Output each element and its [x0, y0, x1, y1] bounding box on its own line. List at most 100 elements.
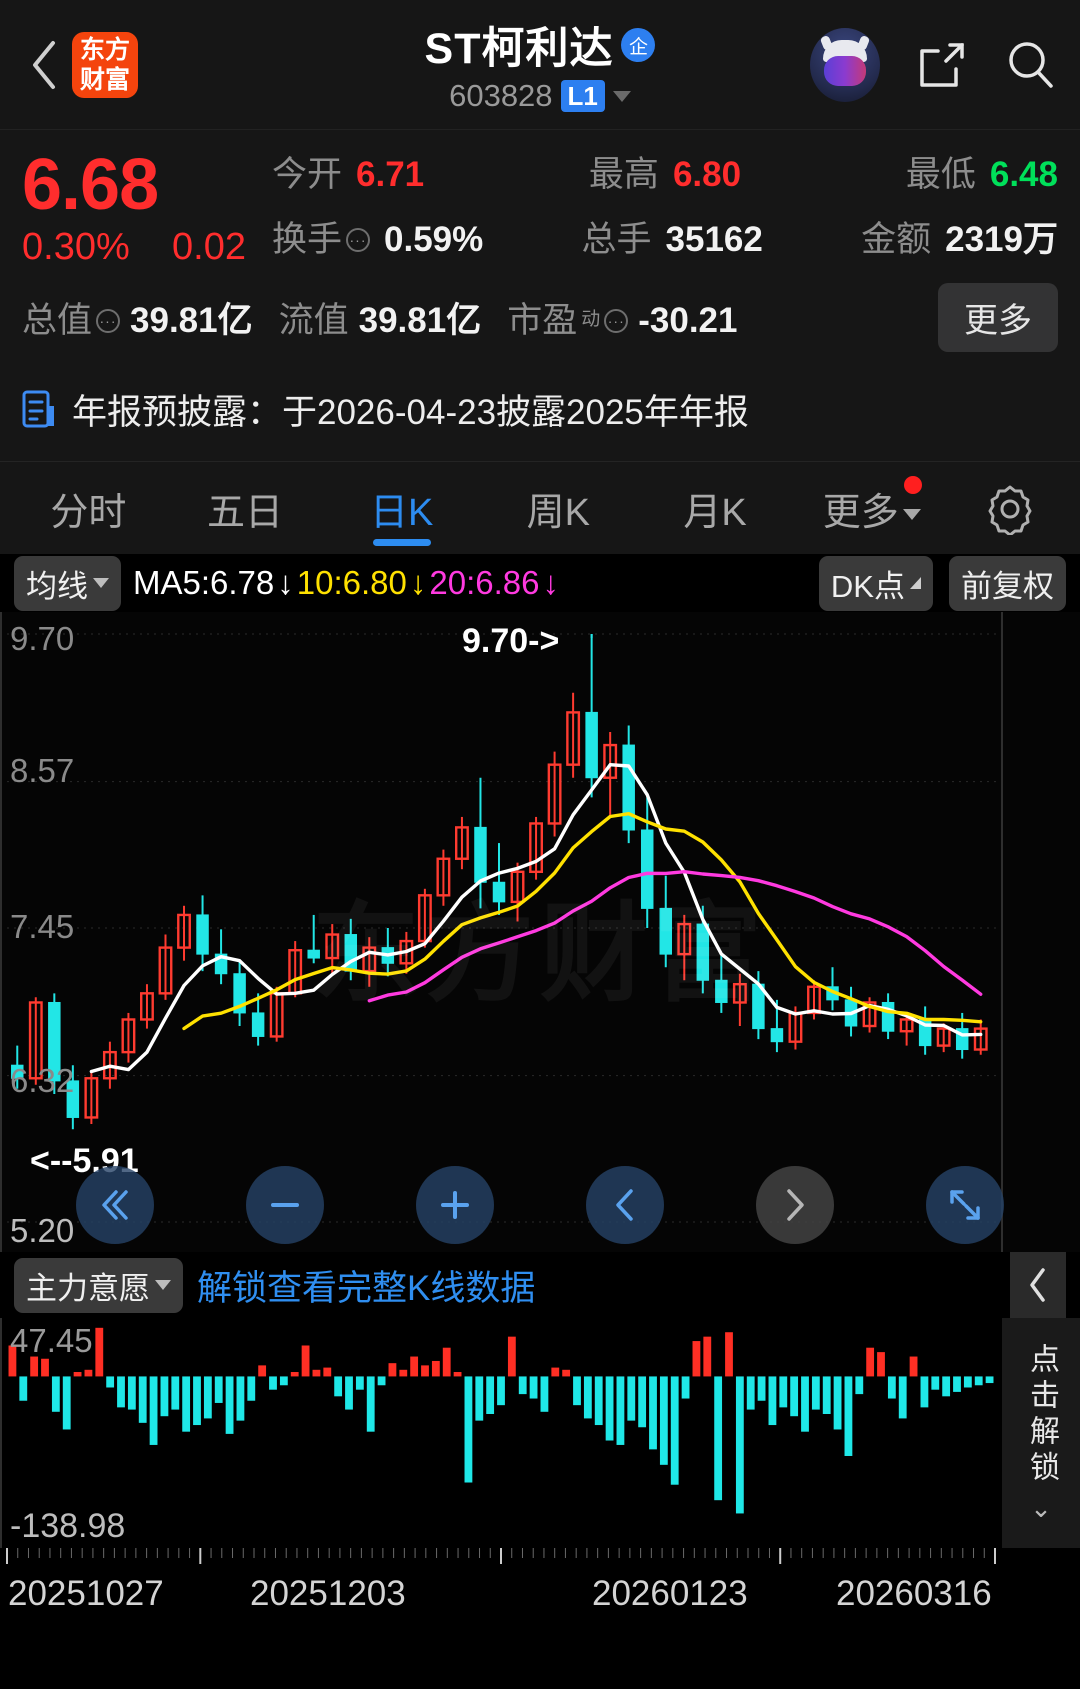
ma20-arrow-icon: ↓: [542, 564, 559, 601]
stat-open: 今开 6.71: [272, 146, 424, 197]
y-axis-tick-2: 7.45: [10, 908, 75, 945]
ai-assistant-avatar[interactable]: [810, 27, 880, 102]
stat-market-cap-value: 39.81亿: [130, 301, 253, 340]
brand-logo[interactable]: 东方 财富: [72, 31, 138, 98]
ma-values: MA5:6.78 ↓ 10:6.80 ↓ 20:6.86 ↓: [133, 564, 559, 602]
date-axis: 20251027 20251203 20260123 20260316: [0, 1548, 1080, 1640]
stat-pe-superscript: 动: [581, 309, 601, 330]
tab-five-day[interactable]: 五日: [167, 462, 324, 554]
tab-weekly-k-label: 周K: [526, 491, 591, 534]
volume-axis-max: 47.45: [10, 1322, 93, 1359]
zoom-out-button[interactable]: [246, 1166, 324, 1244]
stats-column: 今开 6.71 最高 6.80 最低 6.48 换手 ···: [272, 146, 1058, 262]
quote-secondary-row: 总值 ··· 39.81亿 流值 39.81亿 市盈动 ··· -30.21 更…: [0, 279, 1080, 366]
chart-settings-button[interactable]: [950, 481, 1070, 535]
company-badge[interactable]: 企: [621, 28, 656, 62]
chart-period-tabs: 分时 五日 日K 周K 月K 更多: [0, 462, 1080, 554]
tab-minute[interactable]: 分时: [10, 462, 167, 554]
stat-open-value: 6.71: [356, 155, 425, 194]
more-button[interactable]: 更多: [938, 283, 1058, 352]
date-label-2: 20260123: [592, 1574, 748, 1613]
document-report-icon: [22, 390, 54, 427]
stat-volume: 总手 35162: [582, 211, 763, 262]
volume-axis-min: -138.98: [10, 1507, 126, 1545]
zoom-in-button[interactable]: [416, 1166, 494, 1244]
candlestick-chart[interactable]: 东方财富 9.70 8.57 7.45 6.32 5.20 9.70-> <--…: [0, 612, 1080, 1252]
stat-turnover: 换手 ··· 0.59%: [272, 211, 483, 262]
tab-daily-k[interactable]: 日K: [323, 462, 480, 554]
period-high-annotation: 9.70->: [462, 622, 560, 660]
sub-indicator-selector[interactable]: 主力意愿: [14, 1257, 183, 1313]
chevron-down-icon: ⌄: [1030, 1492, 1052, 1523]
adjust-mode-label: 前复权: [961, 568, 1054, 604]
stat-pe-value: -30.21: [638, 301, 738, 340]
announcement-bar[interactable]: 年报预披露：于2026-04-23披露2025年年报: [0, 366, 1080, 462]
jump-to-start-button[interactable]: [76, 1166, 154, 1244]
quote-panel: 6.68 0.30% 0.02 今开 6.71 最高 6.80 最低 6.48: [0, 130, 1080, 279]
expand-diagonal-icon: [950, 1190, 980, 1220]
brand-logo-line2: 财富: [79, 64, 130, 94]
unlock-side-text: 点击解锁: [1025, 1342, 1058, 1487]
chevron-left-icon: [616, 1189, 633, 1221]
gear-icon: [988, 485, 1032, 535]
header-actions: [810, 27, 1058, 102]
stat-amount-label: 金额: [861, 220, 932, 259]
tab-more[interactable]: 更多: [793, 462, 950, 554]
date-label-1: 20251203: [250, 1574, 406, 1613]
fullscreen-button[interactable]: [926, 1166, 1004, 1244]
tab-minute-label: 分时: [50, 491, 127, 534]
double-chevron-left-icon: [102, 1190, 128, 1220]
stat-float-cap-value: 39.81亿: [358, 301, 482, 340]
tab-monthly-k-label: 月K: [683, 491, 747, 534]
stat-market-cap: 总值 ··· 39.81亿: [22, 292, 253, 343]
unlock-side-button[interactable]: 点击解锁 ⌄: [1002, 1318, 1080, 1548]
scroll-left-button[interactable]: [586, 1166, 664, 1244]
ma-indicator-bar: 均线 MA5:6.78 ↓ 10:6.80 ↓ 20:6.86 ↓ DK点 前复…: [0, 554, 1080, 612]
stat-open-label: 今开: [272, 155, 343, 194]
info-icon[interactable]: ···: [604, 308, 629, 333]
share-external-icon[interactable]: [916, 39, 968, 91]
search-icon[interactable]: [1004, 38, 1058, 92]
candlestick-svg: [0, 612, 1003, 1252]
tab-weekly-k[interactable]: 周K: [480, 462, 637, 554]
stat-volume-label: 总手: [581, 220, 652, 259]
chevron-down-icon: [902, 508, 921, 520]
stat-high: 最高 6.80: [589, 146, 741, 197]
stat-low: 最低 6.48: [906, 146, 1058, 197]
change-percent: 0.30%: [22, 226, 130, 268]
dk-point-label: DK点: [830, 568, 905, 604]
stat-low-value: 6.48: [989, 155, 1058, 194]
date-label-3: 20260316: [836, 1574, 992, 1613]
chevron-down-icon[interactable]: [612, 90, 631, 102]
dk-point-button[interactable]: DK点: [818, 555, 933, 611]
ma5-value: MA5:6.78: [133, 564, 275, 601]
announcement-text: 年报预披露：于2026-04-23披露2025年年报: [72, 393, 749, 432]
scroll-right-button[interactable]: [756, 1166, 834, 1244]
chart-controls: [0, 1166, 1080, 1244]
stat-volume-value: 35162: [665, 220, 763, 259]
back-button[interactable]: [22, 35, 66, 95]
last-price: 6.68: [22, 145, 159, 225]
date-tick-strip: [6, 1548, 996, 1564]
plus-icon: [441, 1191, 469, 1219]
quote-level-badge[interactable]: L1: [560, 80, 605, 112]
price-column: 6.68 0.30% 0.02: [22, 146, 272, 269]
ma-selector-chip[interactable]: 均线: [14, 555, 121, 611]
info-icon[interactable]: ···: [96, 308, 121, 333]
volume-panel[interactable]: 47.45 -138.98 点击解锁 ⌄: [0, 1318, 1080, 1548]
stat-float-cap: 流值 39.81亿: [279, 292, 482, 343]
notification-dot: [904, 476, 923, 494]
y-axis-tick-3: 6.32: [10, 1062, 75, 1099]
info-icon[interactable]: ···: [346, 227, 371, 252]
stat-float-cap-label: 流值: [278, 301, 349, 340]
date-label-0: 20251027: [8, 1574, 164, 1613]
y-axis-tick-1: 8.57: [10, 752, 75, 789]
adjust-mode-button[interactable]: 前复权: [949, 555, 1066, 611]
change-absolute: 0.02: [172, 226, 246, 268]
tab-monthly-k[interactable]: 月K: [637, 462, 794, 554]
unlock-link[interactable]: 解锁查看完整K线数据: [197, 1268, 536, 1308]
stat-turnover-value: 0.59%: [384, 220, 484, 259]
stat-high-value: 6.80: [672, 155, 742, 194]
stat-amount-value: 2319万: [945, 220, 1058, 259]
sub-panel-collapse-button[interactable]: [1010, 1252, 1066, 1318]
